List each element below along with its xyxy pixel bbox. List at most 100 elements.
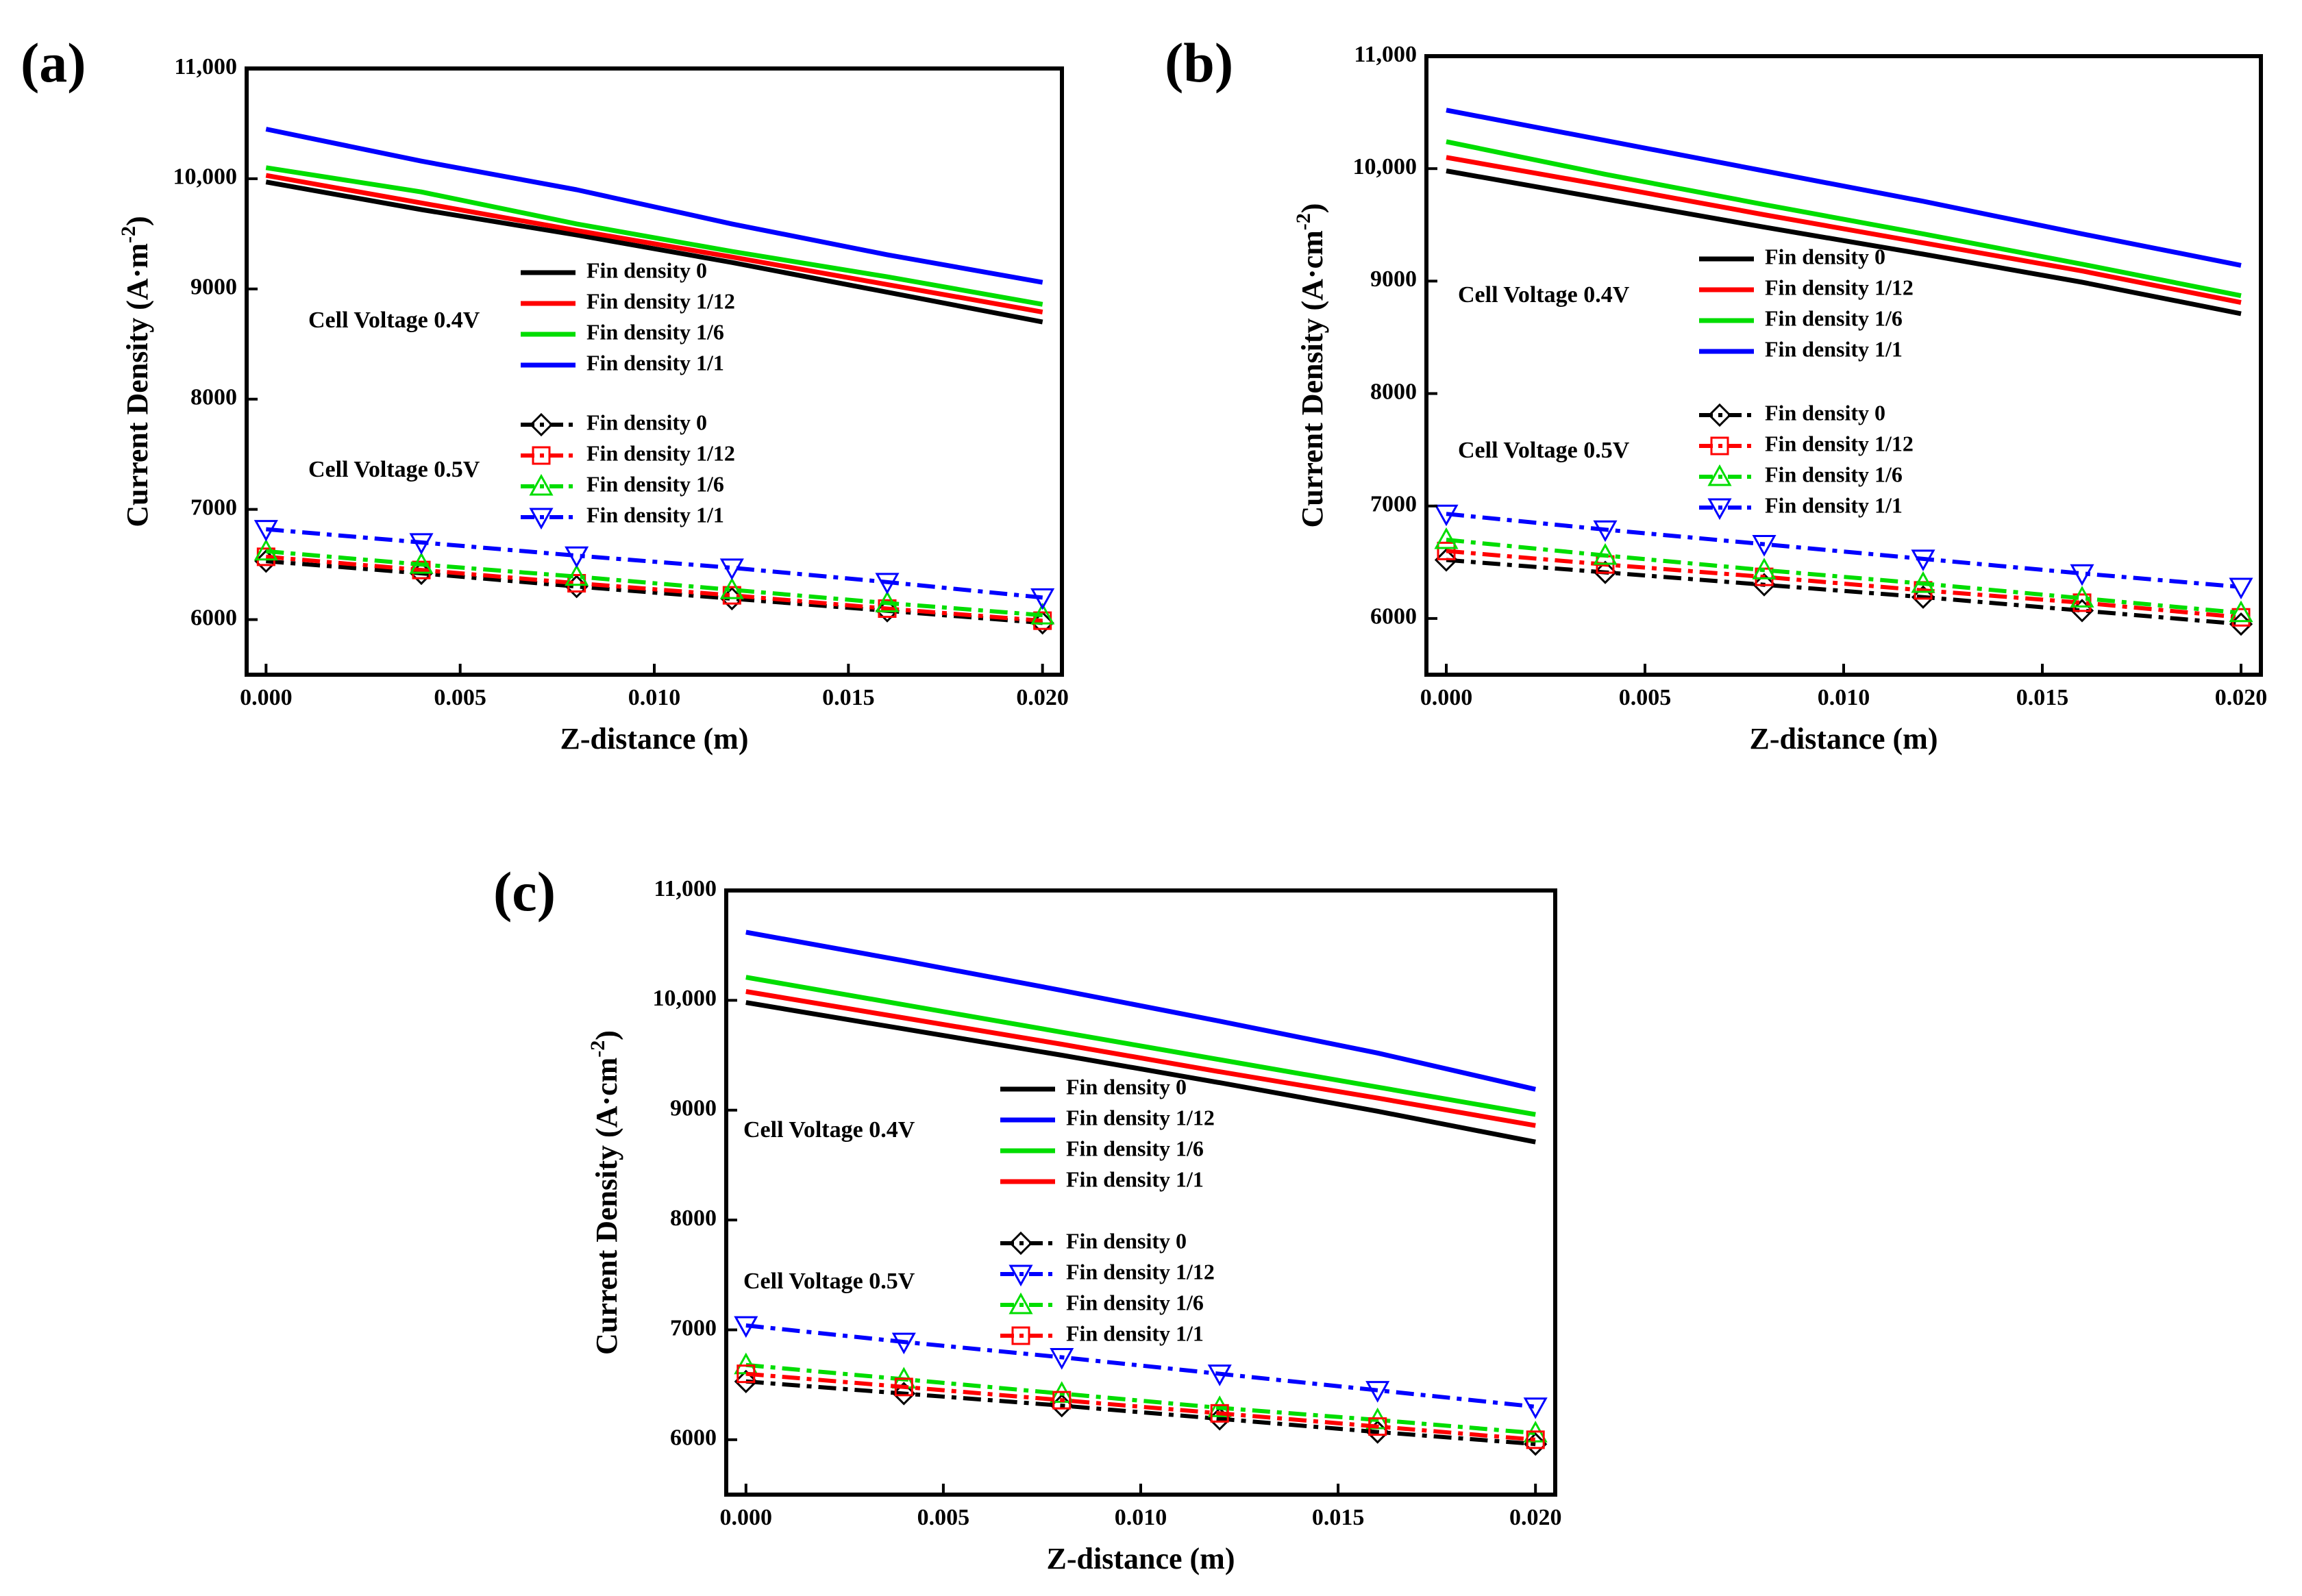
panel-label: (a) [21, 32, 86, 94]
legend-label: Fin density 1/6 [586, 471, 724, 496]
series-line [745, 1000, 1536, 1145]
y-axis-title-close: ) [1296, 203, 1329, 214]
cell-voltage-annotation: Cell Voltage 0.4V [743, 1117, 915, 1143]
legend-label: Fin density 1/6 [1765, 306, 1903, 330]
data-point [1593, 543, 1618, 565]
data-point [567, 573, 586, 593]
y-tick-label: 8000 [670, 1206, 717, 1231]
x-tick-label: 0.000 [1420, 685, 1473, 710]
cell-voltage-annotation: Cell Voltage 0.5V [308, 457, 480, 482]
y-tick-label: 11,000 [174, 54, 237, 79]
y-axis-title-exponent: -2 [586, 1040, 609, 1058]
y-tick-label: 9000 [670, 1096, 717, 1121]
data-point [1052, 1391, 1072, 1410]
x-tick-label: 0.015 [822, 685, 875, 710]
data-point [1434, 548, 1459, 572]
x-tick-label: 0.020 [1016, 685, 1069, 710]
legend-marker [1008, 1264, 1033, 1287]
x-tick-label: 0.015 [1312, 1505, 1365, 1530]
legend-label: Fin density 1/6 [1066, 1136, 1204, 1160]
legend-label: Fin density 1/6 [1765, 462, 1903, 486]
data-point [1593, 520, 1618, 543]
legend-label: Fin density 1/12 [1765, 431, 1914, 456]
y-tick-label: 11,000 [1354, 42, 1417, 67]
series-line [1446, 155, 2242, 306]
data-point [2229, 577, 2253, 600]
legend-label: Fin density 0 [1066, 1074, 1187, 1099]
legend-marker [529, 508, 554, 530]
legend-label: Fin density 1/12 [1066, 1105, 1215, 1130]
x-tick-label: 0.005 [434, 685, 486, 710]
data-point [1526, 1430, 1545, 1449]
series-line [266, 527, 1043, 600]
x-axis-title: Z-distance (m) [560, 722, 749, 756]
chart-panel: (c) 0.000 0.005 0.010 0.015 0.020 6000 7000 8000… [493, 860, 1561, 1575]
legend-marker [529, 473, 554, 496]
y-axis-title: Current Density (A·m-2) [117, 216, 154, 527]
legend-marker [1710, 436, 1729, 456]
x-axis-title: Z-distance (m) [1047, 1542, 1235, 1575]
data-point [734, 1369, 758, 1393]
plot-frame [724, 888, 1557, 1497]
y-tick-label: 10,000 [1353, 154, 1418, 179]
data-point [1523, 1397, 1548, 1419]
series-line [1446, 139, 2242, 299]
legend-label: Fin density 1/1 [1765, 492, 1903, 517]
data-point [891, 1332, 916, 1355]
data-point [719, 558, 744, 581]
legend-label: Fin density 1/12 [1765, 275, 1914, 299]
x-axis-title: Z-distance (m) [1750, 722, 1938, 756]
legend-marker [1707, 464, 1732, 486]
y-tick-label: 8000 [1370, 379, 1417, 404]
data-point [1434, 527, 1459, 549]
data-point [734, 1352, 758, 1375]
y-tick-label: 8000 [190, 385, 237, 410]
y-tick-label: 7000 [670, 1315, 717, 1341]
data-point [409, 533, 434, 555]
cell-voltage-annotation: Cell Voltage 0.4V [1458, 282, 1630, 308]
y-axis-title-text: Current Density (A·cm [590, 1058, 623, 1355]
data-point [1911, 585, 1935, 609]
legend-label: Fin density 1/1 [1066, 1167, 1204, 1191]
data-point [875, 573, 900, 595]
data-point [409, 552, 434, 574]
series-line [745, 1371, 1536, 1442]
data-point [1365, 1381, 1390, 1403]
data-point [719, 577, 744, 599]
series-line [745, 975, 1536, 1117]
data-point [737, 1364, 756, 1384]
cell-voltage-annotation: Cell Voltage 0.5V [743, 1269, 915, 1294]
x-tick-label: 0.010 [1818, 685, 1870, 710]
series-line [1446, 512, 2242, 589]
y-tick-label: 9000 [190, 275, 237, 300]
y-axis-title-close: ) [121, 216, 154, 226]
x-tick-label: 0.010 [628, 685, 681, 710]
data-point [892, 1382, 916, 1406]
data-point [1030, 588, 1055, 610]
series-line [265, 165, 1043, 307]
chart-panel: (b) 0.000 0.005 0.010 0.015 0.020 6000 7000 8000… [1165, 32, 2267, 756]
y-tick-label: 9000 [1370, 266, 1417, 292]
x-tick-label: 0.020 [1509, 1505, 1562, 1530]
legend-label: Fin density 1/6 [1066, 1290, 1204, 1314]
legend-marker [1707, 498, 1732, 521]
y-tick-label: 11,000 [654, 876, 717, 901]
y-tick-label: 6000 [190, 605, 237, 630]
legend-marker [1707, 403, 1732, 427]
data-point [1368, 1417, 1387, 1436]
x-tick-label: 0.005 [917, 1505, 970, 1530]
y-axis-title-exponent: -2 [117, 226, 140, 243]
x-tick-label: 0.000 [720, 1505, 773, 1530]
y-axis-title: Current Density (A·cm-2) [586, 1030, 623, 1355]
y-tick-label: 10,000 [173, 164, 238, 190]
data-point [565, 564, 589, 586]
data-point [1030, 603, 1055, 625]
series-line [1446, 538, 2242, 615]
panel-label: (c) [493, 860, 556, 923]
legend-label: Fin density 0 [1066, 1228, 1187, 1253]
series-line [266, 549, 1043, 618]
legend-label: Fin density 0 [586, 258, 707, 282]
y-tick-label: 10,000 [653, 986, 717, 1011]
data-point [253, 538, 278, 561]
